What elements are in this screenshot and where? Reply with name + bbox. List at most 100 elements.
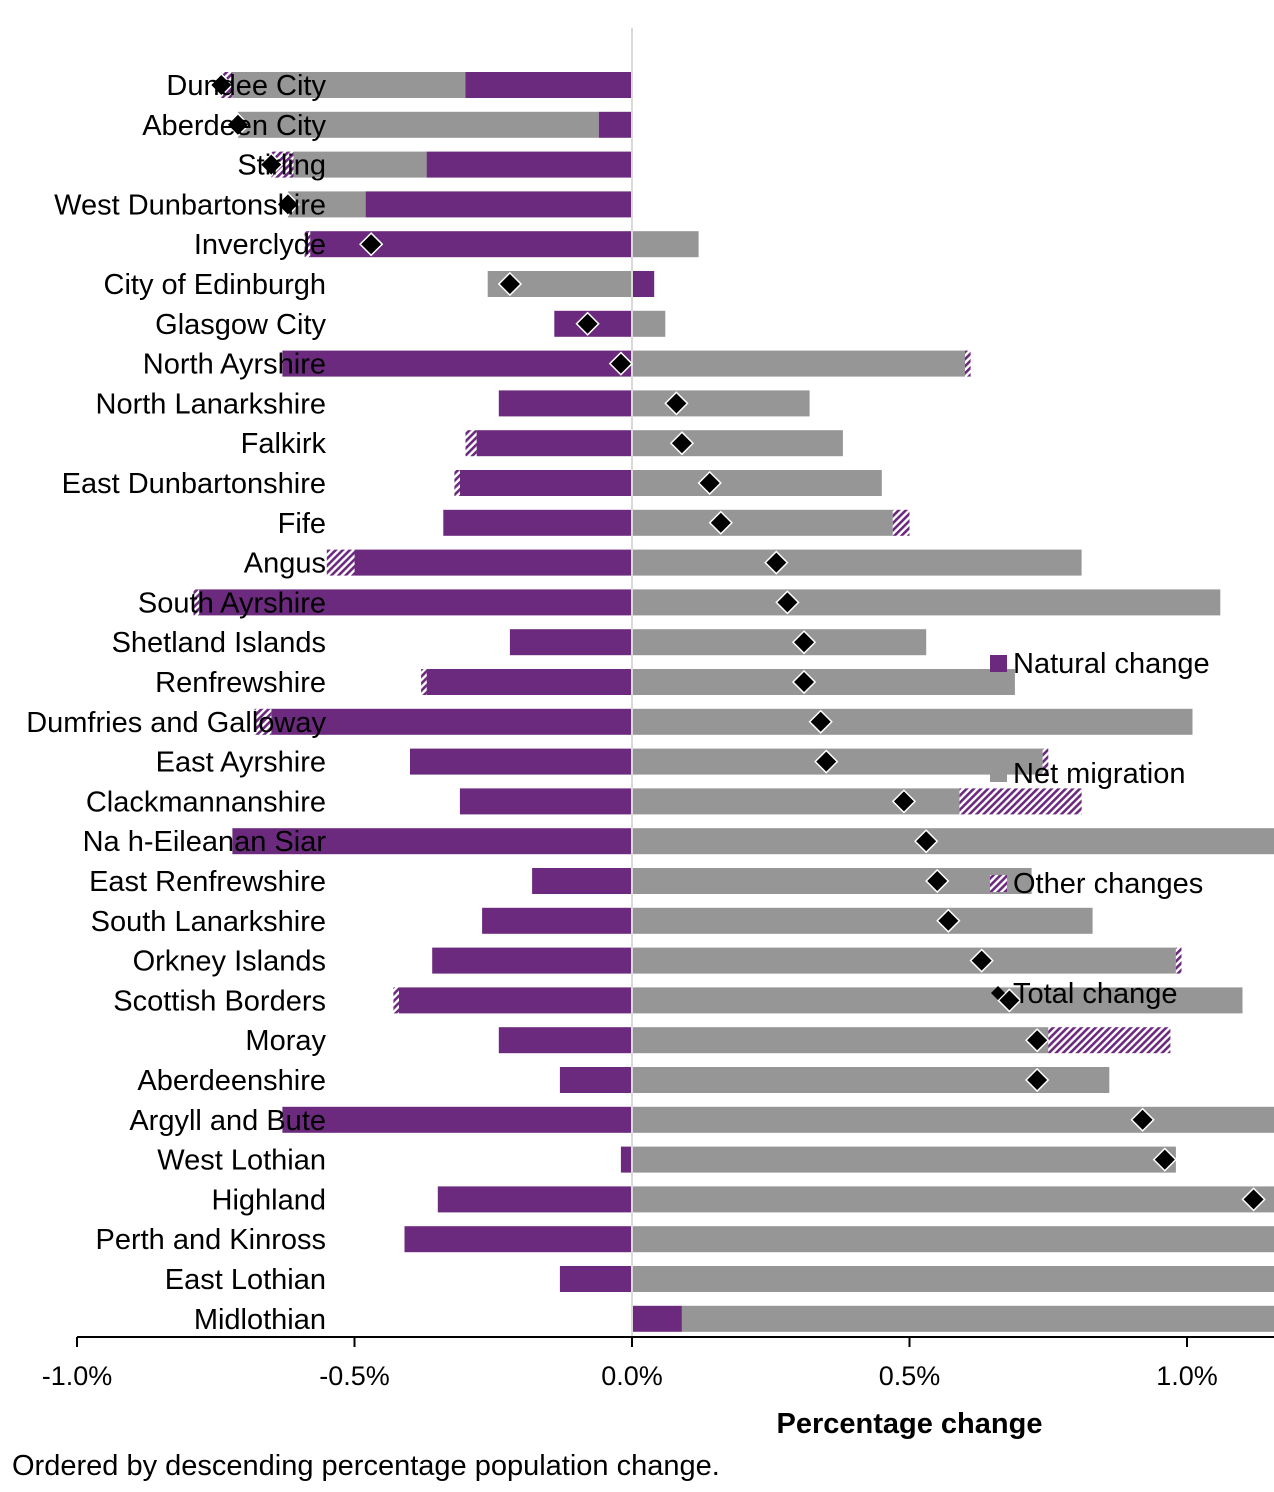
bar-natural-change-stirling bbox=[426, 151, 632, 178]
marker-total-change-aberdeenshire bbox=[1025, 1067, 1050, 1093]
marker-total-change-inverclyde bbox=[359, 232, 384, 257]
category-label-east-dunbartonshire: East Dunbartonshire bbox=[62, 468, 326, 500]
population-change-chart: Dundee City Aberdeen City Stirling West Dun… bbox=[26, 28, 1274, 1440]
marker-total-change-dundee-city bbox=[209, 72, 234, 98]
category-label-midlothian: Midlothian bbox=[194, 1304, 326, 1336]
category-label-city-of-edinburgh: City of Edinburgh bbox=[104, 269, 326, 301]
bar-natural-change-argyll-and-bute bbox=[282, 1106, 632, 1133]
bar-net-migration-falkirk bbox=[632, 430, 843, 457]
legend-label-net-migration: Net migration bbox=[1013, 758, 1185, 790]
bar-natural-change-highland bbox=[437, 1186, 633, 1213]
bar-net-migration-stirling bbox=[293, 151, 427, 178]
marker-total-change-west-lothian bbox=[1152, 1147, 1177, 1172]
bar-net-migration-north-lanarkshire bbox=[632, 390, 810, 417]
bar-net-migration-orkney-islands bbox=[632, 947, 1176, 974]
marker-total-change-highland bbox=[1241, 1187, 1266, 1212]
category-label-glasgow-city: Glasgow City bbox=[155, 309, 326, 341]
marker-total-change-stirling bbox=[259, 152, 284, 177]
marker-total-change-argyll-and-bute bbox=[1130, 1107, 1155, 1132]
bar-natural-change-aberdeenshire bbox=[559, 1067, 633, 1093]
bar-natural-change-clackmannanshire bbox=[459, 788, 632, 815]
legend-label-natural-change: Natural change bbox=[1013, 648, 1210, 680]
bar-net-migration-shetland-islands bbox=[632, 629, 927, 656]
category-label-moray: Moray bbox=[245, 1025, 326, 1057]
bar-net-migration-renfrewshire bbox=[632, 669, 1015, 695]
bar-net-migration-moray bbox=[632, 1027, 1049, 1054]
bar-natural-change-city-of-edinburgh bbox=[632, 271, 655, 297]
category-label-scottish-borders: Scottish Borders bbox=[113, 985, 326, 1017]
legend-label-other-changes: Other changes bbox=[1013, 868, 1203, 900]
bar-other-changes-north-ayrshire bbox=[965, 350, 971, 377]
bar-net-migration-na-h-eileanan-siar bbox=[632, 828, 1274, 855]
footnote: Ordered by descending percentage populat… bbox=[12, 1450, 720, 1482]
bar-natural-change-east-renfrewshire bbox=[532, 868, 632, 894]
marker-total-change-east-renfrewshire bbox=[925, 868, 950, 894]
bar-natural-change-west-lothian bbox=[620, 1146, 632, 1173]
bar-other-changes-orkney-islands bbox=[1175, 947, 1182, 974]
category-label-clackmannanshire: Clackmannanshire bbox=[86, 786, 326, 818]
category-label-north-lanarkshire: North Lanarkshire bbox=[96, 388, 327, 420]
bar-natural-change-south-ayrshire bbox=[199, 589, 632, 616]
bar-natural-change-shetland-islands bbox=[509, 629, 632, 656]
category-label-dundee-city: Dundee City bbox=[166, 70, 326, 102]
bar-net-migration-east-lothian bbox=[632, 1266, 1274, 1292]
bar-net-migration-angus bbox=[632, 549, 1082, 576]
marker-total-change-north-ayrshire bbox=[608, 351, 634, 376]
category-label-renfrewshire: Renfrewshire bbox=[155, 667, 326, 699]
bar-net-migration-west-lothian bbox=[632, 1146, 1176, 1173]
category-label-east-lothian: East Lothian bbox=[165, 1264, 326, 1296]
bar-other-changes-angus bbox=[326, 549, 355, 576]
bar-other-changes-east-ayrshire bbox=[1042, 748, 1049, 775]
bar-net-migration-east-renfrewshire bbox=[632, 868, 1032, 894]
bar-net-migration-perth-and-kinross bbox=[632, 1226, 1274, 1253]
category-labels: Dundee City Aberdeen City Stirling West Dun… bbox=[26, 70, 326, 1336]
legend: Natural change Net migration Other changes… bbox=[990, 648, 1210, 1010]
category-label-highland: Highland bbox=[212, 1184, 326, 1216]
category-label-orkney-islands: Orkney Islands bbox=[133, 946, 326, 978]
bar-net-migration-midlothian bbox=[682, 1305, 1274, 1332]
bar-other-changes-fife bbox=[892, 509, 910, 536]
x-tick-label: 0.5% bbox=[879, 1361, 941, 1391]
bar-natural-change-scottish-borders bbox=[398, 987, 632, 1014]
bar-natural-change-orkney-islands bbox=[432, 947, 632, 974]
bar-natural-change-na-h-eileanan-siar bbox=[232, 828, 632, 855]
marker-total-change-orkney-islands bbox=[969, 948, 994, 973]
marker-total-change-na-h-eileanan-siar bbox=[914, 829, 939, 854]
marker-total-change-renfrewshire bbox=[791, 669, 817, 695]
marker-total-change-east-dunbartonshire bbox=[697, 470, 722, 496]
bars-layer bbox=[193, 72, 1274, 1332]
legend-swatch-net-migration bbox=[990, 765, 1007, 782]
category-label-west-lothian: West Lothian bbox=[157, 1145, 326, 1177]
category-label-na-h-eileanan-siar: Na h-Eileanan Siar bbox=[83, 826, 327, 858]
marker-total-change-west-dunbartonshire bbox=[275, 192, 301, 217]
marker-total-change-moray bbox=[1025, 1028, 1050, 1053]
x-axis: -1.0%-0.5%0.0%0.5%1.0%1.5%2.0%Percentage… bbox=[42, 1336, 1274, 1440]
category-label-shetland-islands: Shetland Islands bbox=[112, 627, 326, 659]
category-label-angus: Angus bbox=[244, 548, 326, 580]
bar-net-migration-scottish-borders bbox=[632, 987, 1243, 1014]
category-label-aberdeen-city: Aberdeen City bbox=[142, 110, 326, 142]
category-label-dumfries-and-galloway: Dumfries and Galloway bbox=[26, 707, 326, 739]
marker-total-change-angus bbox=[764, 550, 789, 575]
x-tick-label: -0.5% bbox=[319, 1361, 390, 1391]
marker-total-change-north-lanarkshire bbox=[664, 391, 689, 416]
bar-natural-change-east-ayrshire bbox=[410, 748, 632, 775]
bar-natural-change-moray bbox=[498, 1027, 632, 1054]
bar-other-changes-scottish-borders bbox=[393, 987, 399, 1014]
bar-other-changes-renfrewshire bbox=[421, 669, 427, 695]
total-change-markers bbox=[209, 72, 1266, 1212]
bar-other-changes-clackmannanshire bbox=[959, 788, 1082, 815]
bar-net-migration-fife bbox=[632, 509, 893, 536]
marker-total-change-aberdeen-city bbox=[225, 112, 251, 137]
marker-total-change-clackmannanshire bbox=[891, 789, 917, 814]
bar-other-changes-inverclyde bbox=[304, 231, 311, 258]
bar-natural-change-aberdeen-city bbox=[598, 111, 632, 138]
bar-natural-change-north-ayrshire bbox=[282, 350, 632, 377]
category-label-east-ayrshire: East Ayrshire bbox=[156, 747, 326, 779]
marker-total-change-south-ayrshire bbox=[775, 590, 800, 615]
marker-total-change-south-lanarkshire bbox=[936, 908, 961, 933]
category-label-argyll-and-bute: Argyll and Bute bbox=[129, 1105, 326, 1137]
bar-other-changes-east-dunbartonshire bbox=[454, 470, 460, 496]
bar-net-migration-west-dunbartonshire bbox=[287, 191, 366, 218]
category-label-east-renfrewshire: East Renfrewshire bbox=[89, 866, 326, 898]
